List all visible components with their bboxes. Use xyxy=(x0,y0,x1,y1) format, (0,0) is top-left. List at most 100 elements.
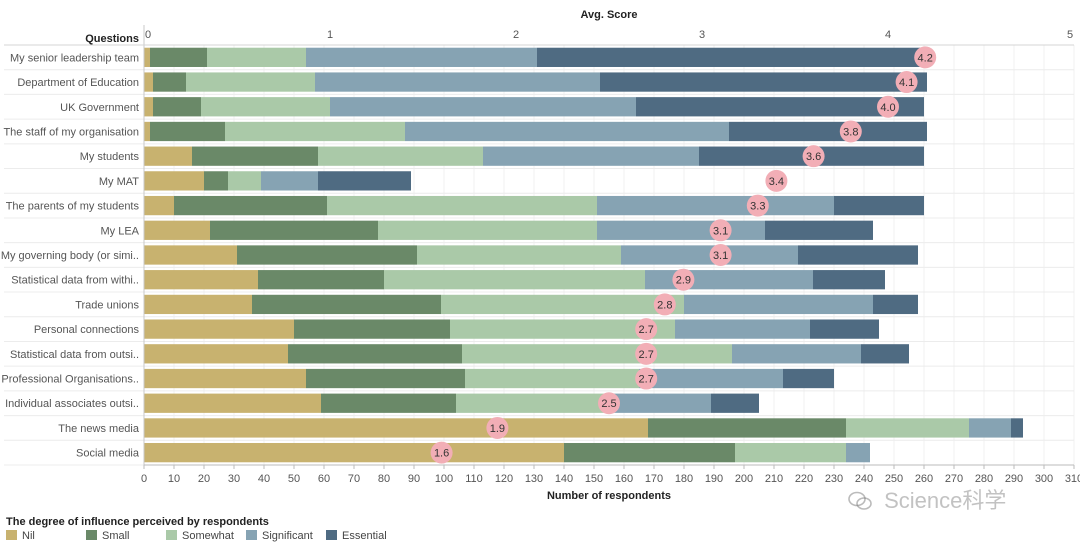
x-tick-label: 310 xyxy=(1065,473,1080,485)
avg-score-label: 2.7 xyxy=(639,324,654,336)
category-label: Professional Organisations.. xyxy=(1,374,139,386)
category-label: My MAT xyxy=(99,176,139,188)
avg-score-label: 1.6 xyxy=(434,448,449,460)
avg-score-marker xyxy=(486,416,509,439)
bar-segment-nil xyxy=(144,97,153,117)
bar-segment-nil xyxy=(144,171,204,191)
legend-item-somewhat: Somewhat xyxy=(166,530,234,542)
avg-score-marker xyxy=(598,392,620,415)
bar-segment-nil xyxy=(144,368,306,389)
bar-segment-essential xyxy=(318,171,411,191)
bar-segment-significant xyxy=(639,368,783,389)
bar-segment-somewhat xyxy=(207,47,306,67)
bar-segment-somewhat xyxy=(318,146,483,166)
x-tick-label: 100 xyxy=(435,473,453,485)
bar-segment-nil xyxy=(144,47,150,67)
avg-score-marker xyxy=(709,219,732,242)
bar-segment-essential xyxy=(600,72,927,92)
x-tick-label: 160 xyxy=(615,473,633,485)
legend-label: Small xyxy=(102,530,130,542)
x-tick-label: 30 xyxy=(228,473,240,485)
avg-score-marker xyxy=(914,46,937,69)
avg-score-label: 3.1 xyxy=(713,225,728,237)
x-tick-label: 200 xyxy=(735,473,753,485)
avg-score-marker xyxy=(653,293,676,316)
bar-segment-nil xyxy=(144,146,192,166)
bar-segment-small xyxy=(258,270,384,290)
category-label: UK Government xyxy=(60,102,139,114)
bar-segment-small xyxy=(153,72,186,92)
legend: The degree of influence perceived by res… xyxy=(6,515,706,545)
bar-segment-small xyxy=(564,443,735,463)
bar-segment-nil xyxy=(144,245,237,265)
x-tick-label: 120 xyxy=(495,473,513,485)
bar-segment-somewhat xyxy=(417,245,621,265)
x-tick-label: 260 xyxy=(915,473,933,485)
bar-segment-essential xyxy=(1011,418,1023,438)
bar-segment-small xyxy=(294,319,450,339)
x-tick-label: 190 xyxy=(705,473,723,485)
bar-segment-somewhat xyxy=(450,319,675,339)
bar-segment-significant xyxy=(597,195,834,216)
avg-score-marker xyxy=(765,169,788,192)
category-label: My LEA xyxy=(100,225,139,237)
x-tick-label: 250 xyxy=(885,473,903,485)
avg-score-label: 2.8 xyxy=(657,299,672,311)
bar-segment-somewhat xyxy=(378,220,597,240)
x-tick-label: 180 xyxy=(675,473,693,485)
legend-label: Nil xyxy=(22,530,35,542)
bar-segment-nil xyxy=(144,443,564,463)
avg-score-marker xyxy=(877,95,899,118)
bar-segment-significant xyxy=(483,146,699,166)
category-label: Individual associates outsi.. xyxy=(5,398,139,410)
bar-segment-small xyxy=(174,195,327,216)
bar-segment-small xyxy=(150,47,207,67)
bar-segment-significant xyxy=(405,121,729,142)
x-tick-label: 90 xyxy=(408,473,420,485)
bar-segment-significant xyxy=(621,245,798,265)
category-label: Department of Education xyxy=(17,77,139,89)
bar-segment-nil xyxy=(144,294,252,315)
avg-score-marker xyxy=(709,244,732,266)
bar-segment-somewhat xyxy=(456,393,606,413)
row-header: Questions xyxy=(85,33,139,45)
x-tick-label: 170 xyxy=(645,473,663,485)
x-tick-label: 0 xyxy=(141,473,147,485)
bar-segment-nil xyxy=(144,72,153,92)
bar-segment-somewhat xyxy=(735,443,846,463)
top-tick-label: 4 xyxy=(885,29,891,41)
legend-item-small: Small xyxy=(86,530,130,542)
bar-segment-nil xyxy=(144,393,321,413)
avg-score-marker xyxy=(430,441,453,464)
bar-segment-small xyxy=(321,393,456,413)
x-tick-label: 300 xyxy=(1035,473,1053,485)
bar-segment-somewhat xyxy=(462,344,732,364)
bar-segment-small xyxy=(252,294,441,315)
legend-label: Essential xyxy=(342,530,387,542)
x-tick-label: 110 xyxy=(465,473,483,485)
x-tick-label: 210 xyxy=(765,473,783,485)
bar-segment-essential xyxy=(783,368,834,389)
bar-segment-somewhat xyxy=(327,195,597,216)
bar-segment-essential xyxy=(711,393,759,413)
x-tick-label: 50 xyxy=(288,473,300,485)
chart: My senior leadership team Department of E… xyxy=(1,9,1080,502)
avg-score-marker xyxy=(895,71,918,94)
legend-swatch xyxy=(86,530,97,540)
bar-segment-small xyxy=(150,121,225,142)
watermark-text: Science科学 xyxy=(884,488,1007,513)
bar-segment-significant xyxy=(606,393,711,413)
bars xyxy=(144,47,1023,463)
category-label: The parents of my students xyxy=(6,201,140,213)
bar-segment-significant xyxy=(330,97,636,117)
x-tick-label: 20 xyxy=(198,473,210,485)
bar-segment-significant xyxy=(306,47,537,67)
top-tick-label: 3 xyxy=(699,29,705,41)
bar-segment-nil xyxy=(144,270,258,290)
avg-score-marker xyxy=(802,145,825,168)
x-tick-label: 130 xyxy=(525,473,543,485)
bar-segment-somewhat xyxy=(846,418,969,438)
bar-segment-somewhat xyxy=(201,97,330,117)
bar-segment-somewhat xyxy=(186,72,315,92)
bar-segment-nil xyxy=(144,195,174,216)
